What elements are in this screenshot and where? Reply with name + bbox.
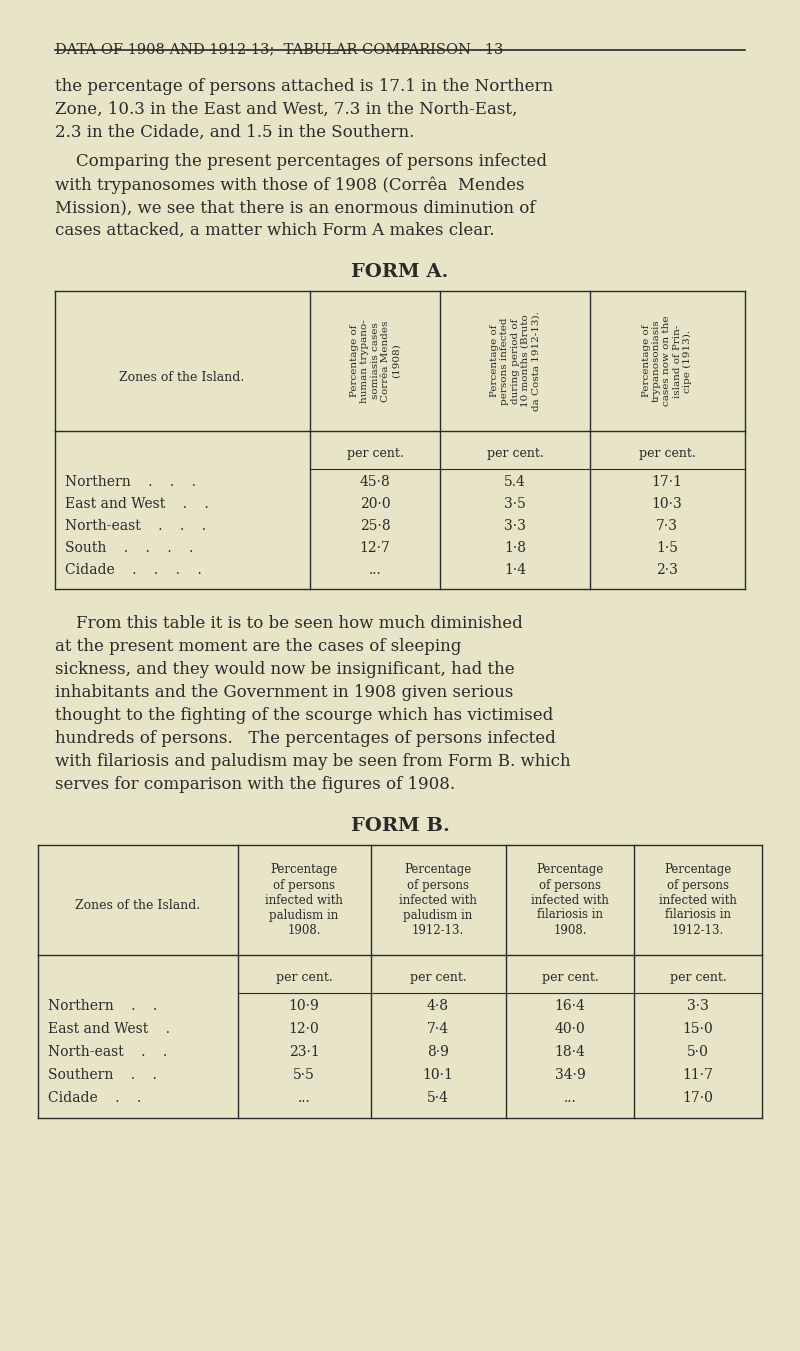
- Text: 3·3: 3·3: [504, 519, 526, 534]
- Text: 15·0: 15·0: [682, 1021, 714, 1036]
- Text: per cent.: per cent.: [542, 971, 598, 984]
- Text: Percentage
of persons
infected with
filariosis in
1908.: Percentage of persons infected with fila…: [531, 863, 609, 936]
- Text: 5·4: 5·4: [427, 1092, 449, 1105]
- Text: with trypanosomes with those of 1908 (Corrêa  Mendes: with trypanosomes with those of 1908 (Co…: [55, 176, 525, 193]
- Text: cases attacked, a matter which Form A makes clear.: cases attacked, a matter which Form A ma…: [55, 222, 494, 239]
- Text: 20·0: 20·0: [360, 497, 390, 511]
- Text: 1·5: 1·5: [656, 540, 678, 555]
- Text: 11·7: 11·7: [682, 1069, 714, 1082]
- Text: 17·0: 17·0: [682, 1092, 714, 1105]
- Text: 2·3: 2·3: [656, 563, 678, 577]
- Text: North-east    .    .    .: North-east . . .: [65, 519, 206, 534]
- Text: South    .    .    .    .: South . . . .: [65, 540, 194, 555]
- Text: 45·8: 45·8: [360, 476, 390, 489]
- Text: 17·1: 17·1: [651, 476, 682, 489]
- Text: Percentage
of persons
infected with
paludism in
1908.: Percentage of persons infected with palu…: [265, 863, 343, 936]
- Text: 12·7: 12·7: [359, 540, 390, 555]
- Text: the percentage of persons attached is 17.1 in the Northern: the percentage of persons attached is 17…: [55, 78, 553, 95]
- Text: ...: ...: [298, 1092, 310, 1105]
- Text: 2.3 in the Cidade, and 1.5 in the Southern.: 2.3 in the Cidade, and 1.5 in the Southe…: [55, 124, 414, 141]
- Text: Percentage
of persons
infected with
paludism in
1912-13.: Percentage of persons infected with palu…: [399, 863, 477, 936]
- Text: Cidade    .    .    .    .: Cidade . . . .: [65, 563, 202, 577]
- Text: inhabitants and the Government in 1908 given serious: inhabitants and the Government in 1908 g…: [55, 684, 514, 701]
- Text: Southern    .    .: Southern . .: [48, 1069, 157, 1082]
- Text: Mission), we see that there is an enormous diminution of: Mission), we see that there is an enormo…: [55, 199, 535, 216]
- Text: per cent.: per cent.: [670, 971, 726, 984]
- Text: 3·3: 3·3: [687, 998, 709, 1013]
- Text: Cidade    .    .: Cidade . .: [48, 1092, 142, 1105]
- Text: Percentage of
persons infected
during period of
10 months (Bruto
da Costa 1912-1: Percentage of persons infected during pe…: [490, 311, 540, 411]
- Text: ...: ...: [369, 563, 382, 577]
- Text: Northern    .    .    .: Northern . . .: [65, 476, 196, 489]
- Text: Zones of the Island.: Zones of the Island.: [119, 372, 245, 384]
- Text: 5.4: 5.4: [504, 476, 526, 489]
- Text: Northern    .    .: Northern . .: [48, 998, 158, 1013]
- Text: 12·0: 12·0: [289, 1021, 319, 1036]
- Text: per cent.: per cent.: [486, 447, 543, 459]
- Text: Zones of the Island.: Zones of the Island.: [75, 898, 201, 912]
- Text: per cent.: per cent.: [410, 971, 466, 984]
- Text: per cent.: per cent.: [638, 447, 695, 459]
- Text: with filariosis and paludism may be seen from Form B. which: with filariosis and paludism may be seen…: [55, 753, 570, 770]
- Text: thought to the fighting of the scourge which has victimised: thought to the fighting of the scourge w…: [55, 707, 554, 724]
- Text: hundreds of persons.   The percentages of persons infected: hundreds of persons. The percentages of …: [55, 730, 556, 747]
- Text: Percentage of
trypanosoniasis
cases now on the
island of Prin-
cipe (1913).: Percentage of trypanosoniasis cases now …: [642, 316, 692, 407]
- Text: North-east    .    .: North-east . .: [48, 1046, 167, 1059]
- Text: 3·5: 3·5: [504, 497, 526, 511]
- Text: per cent.: per cent.: [276, 971, 332, 984]
- Text: 16·4: 16·4: [554, 998, 586, 1013]
- Text: ...: ...: [564, 1092, 576, 1105]
- Text: 18·4: 18·4: [554, 1046, 586, 1059]
- Text: Percentage of
human trypano-
somiasis cases
Corrêa Mendes
(1908): Percentage of human trypano- somiasis ca…: [350, 319, 400, 403]
- Text: 10·9: 10·9: [289, 998, 319, 1013]
- Text: 10·1: 10·1: [422, 1069, 454, 1082]
- Text: 5·0: 5·0: [687, 1046, 709, 1059]
- Text: 4·8: 4·8: [427, 998, 449, 1013]
- Text: sickness, and they would now be insignificant, had the: sickness, and they would now be insignif…: [55, 661, 514, 678]
- Text: 7·4: 7·4: [427, 1021, 449, 1036]
- Text: From this table it is to be seen how much diminished: From this table it is to be seen how muc…: [55, 615, 522, 632]
- Text: DATA OF 1908 AND 1912-13;  TABULAR COMPARISON   13: DATA OF 1908 AND 1912-13; TABULAR COMPAR…: [55, 42, 503, 55]
- Text: East and West    .    .: East and West . .: [65, 497, 209, 511]
- Text: 8·9: 8·9: [427, 1046, 449, 1059]
- Text: 25·8: 25·8: [360, 519, 390, 534]
- Text: at the present moment are the cases of sleeping: at the present moment are the cases of s…: [55, 638, 462, 655]
- Text: per cent.: per cent.: [346, 447, 403, 459]
- Text: 23·1: 23·1: [289, 1046, 319, 1059]
- Text: Comparing the present percentages of persons infected: Comparing the present percentages of per…: [55, 153, 547, 170]
- Text: 10·3: 10·3: [652, 497, 682, 511]
- Text: FORM B.: FORM B.: [350, 817, 450, 835]
- Text: Zone, 10.3 in the East and West, 7.3 in the North-East,: Zone, 10.3 in the East and West, 7.3 in …: [55, 101, 518, 118]
- Text: 7·3: 7·3: [656, 519, 678, 534]
- Text: 1·8: 1·8: [504, 540, 526, 555]
- Text: 1·4: 1·4: [504, 563, 526, 577]
- Text: serves for comparison with the figures of 1908.: serves for comparison with the figures o…: [55, 775, 455, 793]
- Text: East and West    .: East and West .: [48, 1021, 170, 1036]
- Text: 40·0: 40·0: [554, 1021, 586, 1036]
- Text: 5·5: 5·5: [293, 1069, 315, 1082]
- Text: 34·9: 34·9: [554, 1069, 586, 1082]
- Text: FORM A.: FORM A.: [351, 263, 449, 281]
- Text: Percentage
of persons
infected with
filariosis in
1912-13.: Percentage of persons infected with fila…: [659, 863, 737, 936]
